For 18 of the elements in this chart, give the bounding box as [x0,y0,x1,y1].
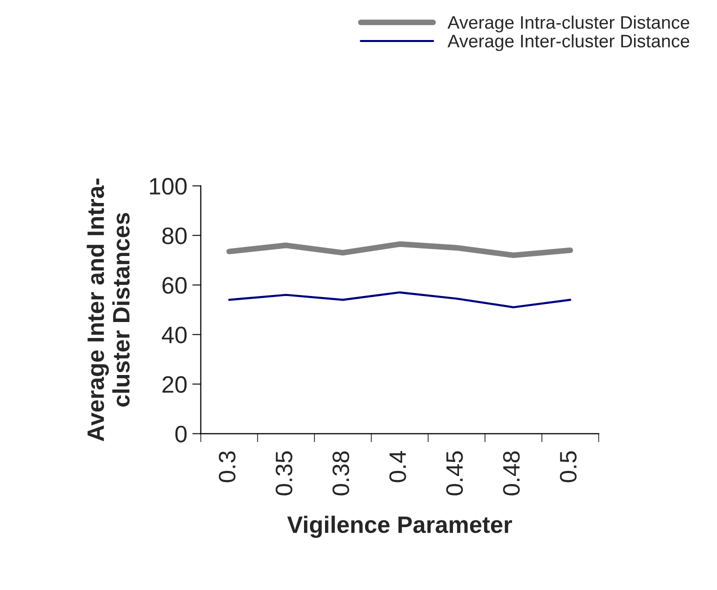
y-tick-label: 40 [162,326,187,344]
x-axis-title: Vigilence Parameter [287,516,512,538]
x-tick-label: 0.35 [276,451,292,496]
y-tick-label: 0 [175,426,187,442]
x-tick-label: 0.45 [446,451,463,496]
legend-label: Average Intra-cluster Distance [448,16,690,32]
y-tick-label: 20 [162,376,187,393]
x-tick-label: 0.48 [503,451,520,496]
y-tick-label: 60 [162,277,187,294]
y-tick-label: 100 [150,178,187,195]
x-tick-label: 0.5 [560,451,577,482]
y-axis-title: Average Inter and Intra- cluster Distances [86,178,130,442]
x-tick-label: 0.3 [218,451,236,482]
y-tick-label: 80 [162,227,187,244]
x-tick-label: 0.38 [332,451,350,496]
line-series [228,291,572,308]
x-tick-label: 0.4 [389,451,406,482]
legend-label: Average Inter-cluster Distance [448,34,690,52]
